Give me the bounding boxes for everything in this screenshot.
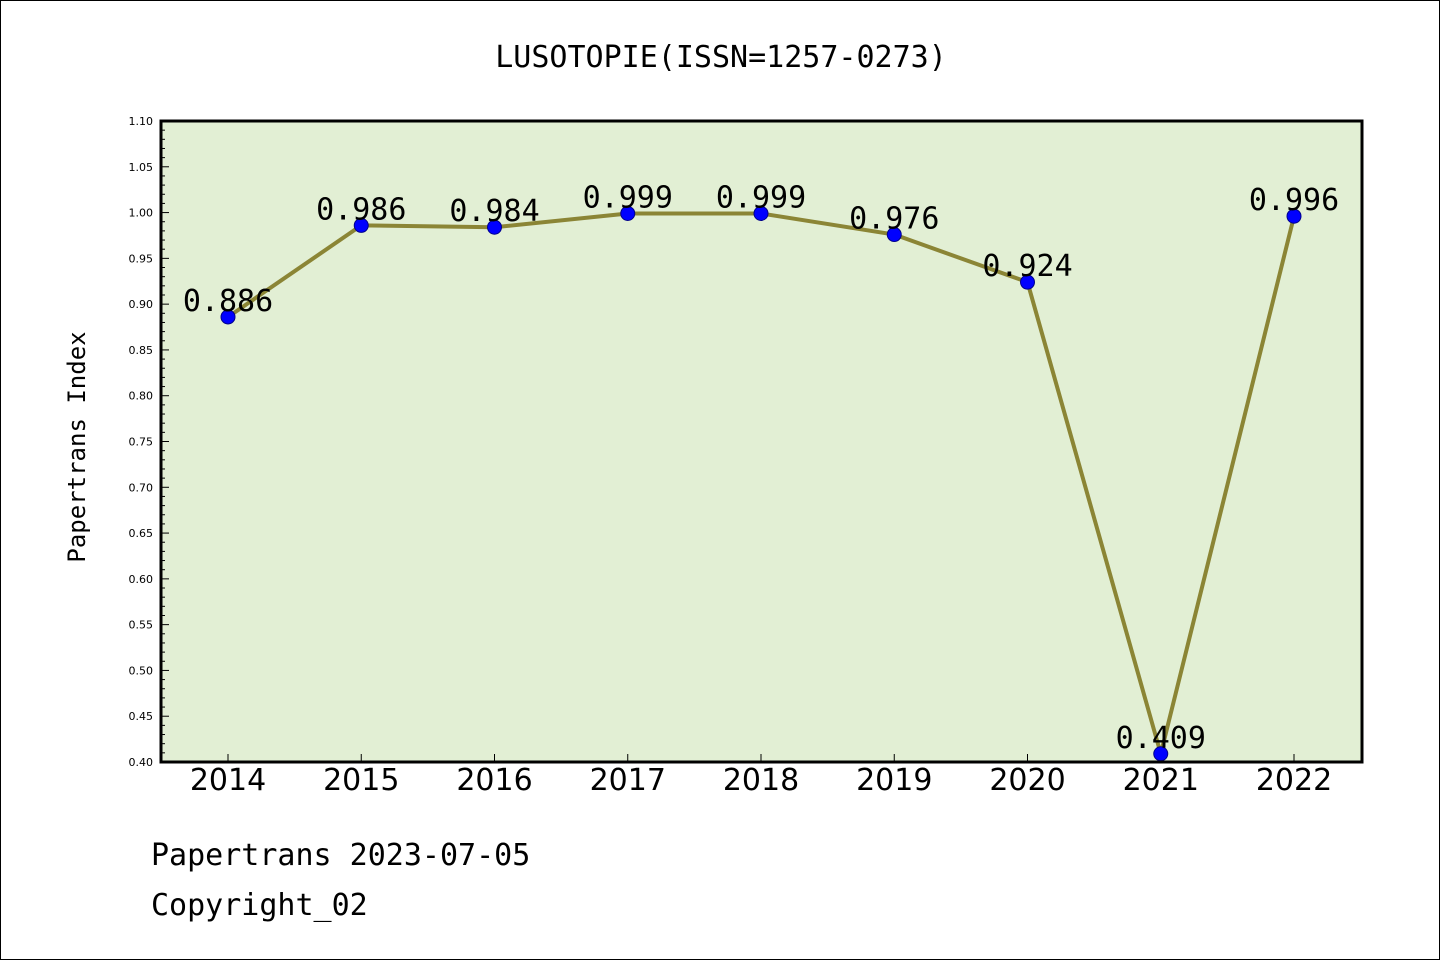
data-label: 0.999	[716, 180, 806, 215]
x-tick-label: 2017	[590, 763, 666, 798]
y-tick-label: 1.00	[129, 207, 154, 220]
plot-border	[159, 119, 1364, 764]
footer-date: Papertrans 2023-07-05	[151, 838, 530, 873]
x-tick-label: 2019	[856, 763, 932, 798]
x-axis-ticks: 2014 2015 2016 2017 2018 2019 2020 2021 2022	[190, 754, 1332, 798]
x-tick-label: 2022	[1256, 763, 1332, 798]
y-tick-label: 0.45	[129, 710, 154, 723]
y-tick-label: 0.85	[129, 344, 154, 357]
y-tick-label: 0.80	[129, 390, 154, 403]
y-tick-label: 0.60	[129, 573, 154, 586]
data-label: 0.999	[583, 180, 673, 215]
x-tick-label: 2016	[456, 763, 532, 798]
y-tick-label: 0.75	[129, 436, 154, 449]
y-tick-label: 0.65	[129, 527, 154, 540]
x-tick-label: 2021	[1123, 763, 1199, 798]
data-point	[1286, 208, 1302, 224]
y-tick-label: 0.90	[129, 298, 154, 311]
data-markers	[220, 205, 1302, 762]
y-tick-label: 0.95	[129, 252, 154, 265]
data-label: 0.996	[1249, 183, 1339, 218]
y-tick-label: 0.40	[129, 756, 154, 769]
data-point	[1020, 274, 1035, 290]
x-tick-label: 2014	[190, 763, 266, 798]
chart-title: LUSOTOPIE(ISSN=1257-0273)	[495, 40, 947, 75]
data-label: 0.409	[1116, 721, 1206, 756]
data-label: 0.886	[183, 284, 273, 319]
data-point	[753, 205, 769, 221]
y-tick-label: 0.55	[129, 619, 154, 632]
data-point	[620, 205, 636, 221]
y-tick-label: 1.10	[129, 115, 154, 128]
x-tick-label: 2015	[323, 763, 399, 798]
data-labels: 0.886 0.986 0.984 0.999 0.999 0.976 0.924 0.409…	[183, 180, 1339, 755]
y-axis-label: Papertrans Index	[63, 331, 91, 562]
data-point	[487, 219, 502, 235]
y-tick-label: 0.50	[129, 664, 154, 677]
y-axis-ticks: 0.40 0.45 0.50 0.55 0.60 0.65 0.70 0.75 0.80 0.85…	[129, 115, 169, 769]
y-tick-label: 0.70	[129, 481, 154, 494]
data-label: 0.986	[316, 192, 406, 227]
data-point	[353, 217, 369, 233]
x-tick-label: 2018	[723, 763, 799, 798]
data-label: 0.924	[982, 249, 1072, 284]
data-label: 0.976	[849, 202, 939, 237]
data-point	[220, 309, 236, 325]
footer-copyright: Copyright_02	[151, 888, 368, 923]
y-tick-label: 1.05	[129, 161, 154, 174]
x-tick-label: 2020	[989, 763, 1065, 798]
data-label: 0.984	[449, 194, 539, 229]
data-point	[886, 227, 902, 243]
